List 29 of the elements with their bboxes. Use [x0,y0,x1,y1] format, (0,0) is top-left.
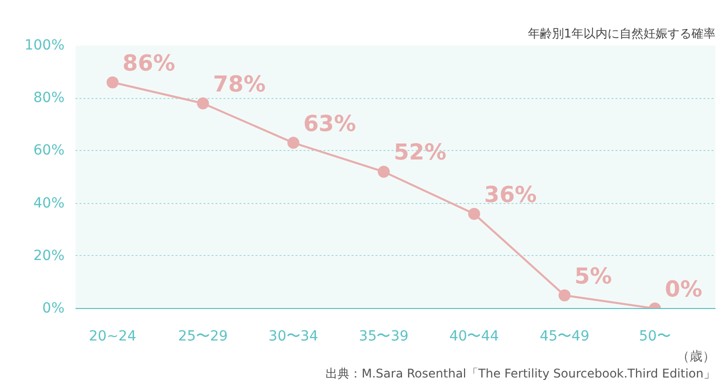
data-label: 0% [664,278,702,302]
x-tick-label: 50〜 [639,328,671,344]
x-tick-label: 40〜44 [449,328,500,344]
data-label: 78% [212,72,266,98]
point [196,97,209,110]
y-tick-label: 40% [33,195,65,212]
point [378,166,390,178]
y-tick-label: 100% [24,38,65,54]
x-tick-label: 35〜39 [358,328,409,344]
x-tick-label: 45〜49 [540,328,590,344]
x-tick-label: 25〜29 [178,328,228,344]
x-tick-label: 20~24 [88,328,136,344]
point [558,289,571,302]
y-tick-label: 0% [42,300,65,316]
data-label: 5% [574,264,612,290]
data-label: 52% [394,140,446,166]
x-tick-label: 30〜34 [268,328,318,344]
source-note: 出典：M.Sara Rosenthal「The Fertility Sourcebook.Third Edition」 [326,366,716,380]
point [287,136,300,149]
point [106,76,119,88]
x-axis-title: （歳） [676,350,716,364]
point [468,208,480,220]
y-tick-label: 60% [33,142,65,159]
data-label: 36% [484,182,537,208]
data-label: 86% [122,51,176,76]
data-label: 63% [303,112,356,137]
y-tick-label: 20% [33,248,65,264]
y-tick-label: 80% [33,90,65,106]
chart-title: 年齢別1年以内に自然妊娠する確率 [528,26,716,40]
